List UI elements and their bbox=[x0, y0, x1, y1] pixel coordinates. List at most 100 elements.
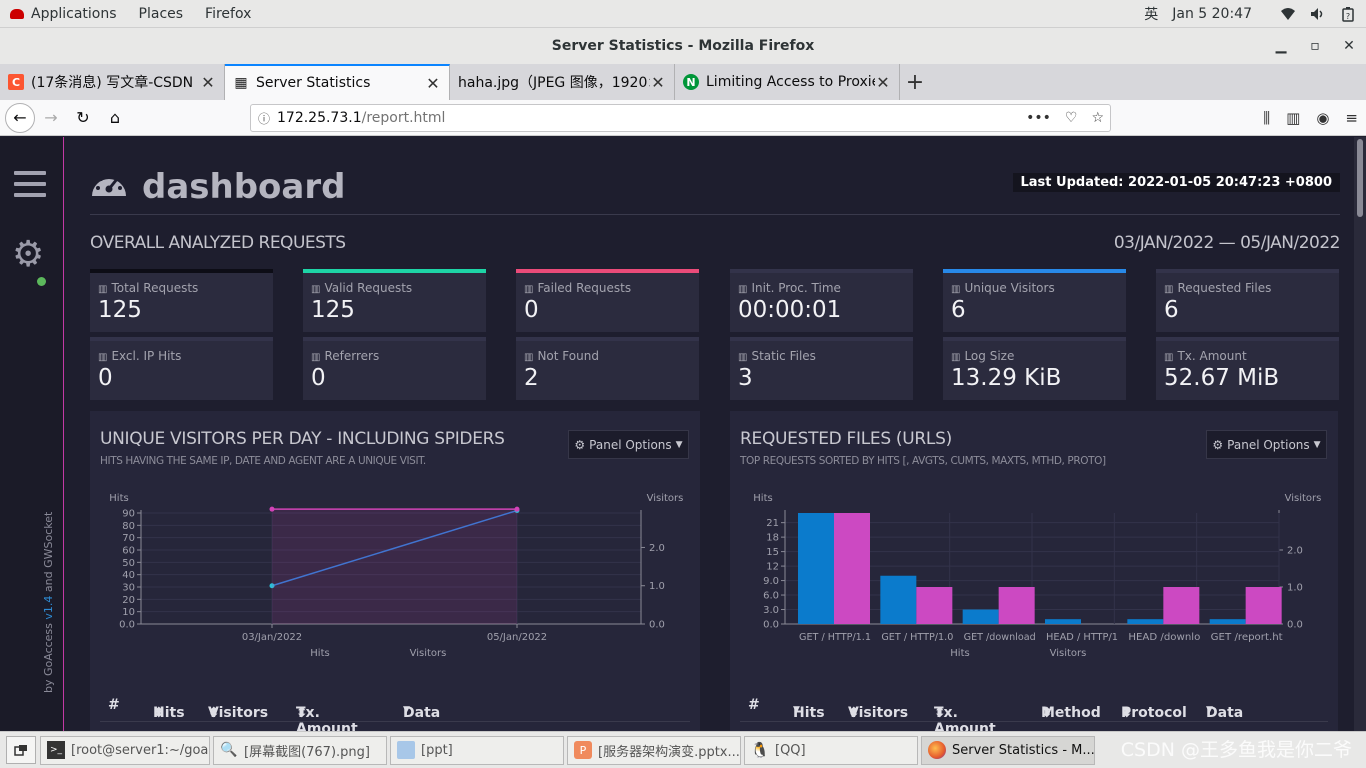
scrollbar-thumb[interactable] bbox=[1357, 139, 1363, 217]
taskbar-item-terminal[interactable]: >_ [root@server1:~/goa... bbox=[40, 735, 210, 765]
card-referrers: ▥ Referrers 0 bbox=[303, 337, 486, 400]
page-scrollbar[interactable] bbox=[1354, 137, 1366, 731]
bar-chart-icon: ▥ bbox=[738, 352, 748, 363]
url-bar[interactable]: ⓘ 172.25.73.1 /report.html ••• ♡ ☆ bbox=[250, 104, 1111, 132]
minimize-button[interactable]: ▁ bbox=[1275, 38, 1287, 54]
tab-nginx-docs[interactable]: N Limiting Access to Proxied ✕ bbox=[675, 64, 900, 100]
panel-options-button[interactable]: ⚙ Panel Options ▼ bbox=[1206, 430, 1327, 459]
bookmark-star-icon[interactable]: ☆ bbox=[1091, 110, 1104, 126]
col-index[interactable]: # bbox=[748, 697, 760, 713]
forward-button[interactable]: → bbox=[44, 108, 58, 127]
panel-options-label: Panel Options bbox=[589, 437, 672, 452]
places-menu[interactable]: Places bbox=[138, 5, 184, 22]
dashboard-heading: dashboard bbox=[90, 165, 345, 209]
tab-strip: C (17条消息) 写文章-CSDN ✕ ▦ Server Statistics… bbox=[0, 64, 1366, 100]
tab-label: haha.jpg（JPEG 图像，1920× bbox=[458, 75, 650, 91]
nginx-favicon-icon: N bbox=[683, 74, 699, 90]
taskbar-item-image-viewer[interactable]: 🔍 [屏幕截图(767).png] bbox=[213, 735, 387, 765]
sidebar-toggle-icon[interactable]: ▥ bbox=[1286, 109, 1301, 127]
card-label-text: Init. Proc. Time bbox=[751, 281, 841, 295]
requests-bar-chart: Hits Visitors 21 18 15 12 9.0 6.0 3.0 0.0 2.0 1.0 0.… bbox=[753, 493, 1321, 659]
back-button[interactable]: ← bbox=[5, 102, 35, 133]
taskbar-item-label: [服务器架构演变.pptx... bbox=[598, 744, 740, 760]
panel-title: UNIQUE VISITORS PER DAY - INCLUDING SPID… bbox=[100, 429, 505, 449]
library-icon[interactable]: ⫼ bbox=[1263, 109, 1271, 127]
close-window-button[interactable]: ✕ bbox=[1343, 38, 1355, 54]
new-tab-button[interactable]: + bbox=[905, 69, 925, 95]
requests-table-header: # Hits ▼ Visitors ⬍ Tx. Amount ⬍ Method … bbox=[730, 691, 1338, 731]
panel-options-button[interactable]: ⚙ Panel Options ▼ bbox=[568, 430, 689, 459]
taskbar-item-label: [root@server1:~/goa... bbox=[71, 742, 210, 758]
url-host: 172.25.73.1 bbox=[277, 110, 362, 126]
bar-hits bbox=[1045, 619, 1081, 624]
firefox-app-menu[interactable]: Firefox bbox=[205, 5, 252, 22]
settings-gear-icon[interactable]: ⚙ bbox=[12, 234, 45, 275]
col-data-label: Data bbox=[1206, 705, 1244, 721]
power-icon[interactable]: ? bbox=[1340, 6, 1356, 22]
input-method-indicator[interactable]: 英 bbox=[1144, 7, 1159, 23]
home-button[interactable]: ⌂ bbox=[109, 108, 121, 127]
taskbar-item-wps[interactable]: P [服务器架构演变.pptx... bbox=[567, 735, 741, 765]
bar-chart-icon: ▥ bbox=[98, 352, 108, 363]
tab-close-icon[interactable]: ✕ bbox=[876, 72, 890, 92]
tab-haha-jpg[interactable]: haha.jpg（JPEG 图像，1920× ✕ bbox=[450, 64, 675, 100]
maximize-button[interactable]: ▫ bbox=[1310, 38, 1320, 54]
card-label-text: Failed Requests bbox=[537, 281, 632, 295]
card-value: 6 bbox=[951, 297, 966, 323]
tab-label: Server Statistics bbox=[256, 75, 371, 91]
panel-subtitle: HITS HAVING THE SAME IP, DATE AND AGENT … bbox=[100, 455, 426, 467]
tick-label-right: 0.0 bbox=[649, 620, 665, 631]
tab-close-icon[interactable]: ✕ bbox=[201, 72, 215, 92]
caret-down-icon: ▼ bbox=[675, 439, 683, 450]
show-desktop-button[interactable] bbox=[6, 736, 36, 764]
card-total-requests: ▥ Total Requests 125 bbox=[90, 269, 273, 332]
taskbar-item-label: [屏幕截图(767).png] bbox=[244, 744, 370, 760]
bar-chart-icon: ▥ bbox=[738, 284, 748, 295]
tick-label-left: 80 bbox=[122, 521, 135, 532]
x-tick-label: 05/Jan/2022 bbox=[487, 632, 547, 643]
card-label: ▥ Log Size bbox=[951, 349, 1014, 363]
tab-csdn[interactable]: C (17条消息) 写文章-CSDN ✕ bbox=[0, 64, 225, 100]
volume-icon[interactable] bbox=[1310, 6, 1326, 22]
site-info-icon[interactable]: ⓘ bbox=[257, 111, 270, 126]
tab-server-statistics[interactable]: ▦ Server Statistics ✕ bbox=[225, 64, 450, 100]
clock[interactable]: Jan 5 20:47 bbox=[1172, 6, 1252, 22]
tick-label-left: 6.0 bbox=[763, 591, 779, 602]
nav-menu-icon[interactable] bbox=[14, 171, 46, 204]
taskbar-item-folder[interactable]: [ppt] bbox=[390, 735, 564, 765]
account-icon[interactable]: ◉ bbox=[1316, 109, 1330, 127]
tick-label-left: 20 bbox=[122, 595, 135, 606]
tab-close-icon[interactable]: ✕ bbox=[651, 72, 665, 92]
col-visitors-label: Visitors bbox=[208, 705, 269, 721]
col-index[interactable]: # bbox=[108, 697, 120, 713]
bar-visitors bbox=[916, 587, 953, 624]
card-label-text: Excl. IP Hits bbox=[111, 349, 182, 363]
pocket-icon[interactable]: ♡ bbox=[1064, 110, 1078, 126]
taskbar-item-qq[interactable]: 🐧 [QQ] bbox=[744, 735, 918, 765]
tab-close-icon[interactable]: ✕ bbox=[426, 73, 440, 93]
credit-version[interactable]: v1.4 bbox=[42, 595, 55, 620]
card-label: ▥ Failed Requests bbox=[524, 281, 631, 295]
taskbar-item-label: Server Statistics - M... bbox=[952, 742, 1095, 758]
page-actions-icon[interactable]: ••• bbox=[1026, 110, 1051, 126]
firefox-icon bbox=[928, 741, 946, 759]
card-value: 0 bbox=[524, 297, 539, 323]
applications-menu[interactable]: Applications bbox=[0, 6, 128, 22]
bar-hits bbox=[962, 609, 999, 624]
card-value: 0 bbox=[311, 365, 326, 391]
tick-label-left: 21 bbox=[766, 518, 779, 529]
wifi-icon[interactable] bbox=[1280, 6, 1296, 22]
hamburger-menu-icon[interactable]: ≡ bbox=[1345, 109, 1358, 127]
reload-button[interactable]: ↻ bbox=[76, 108, 90, 127]
x-tick-label: GET / HTTP/1.1 bbox=[799, 632, 871, 643]
col-hits-label: Hits bbox=[793, 705, 825, 721]
last-updated: Last Updated: 2022-01-05 20:47:23 +0800 bbox=[1012, 173, 1340, 192]
y-axis-label-left: Hits bbox=[109, 493, 128, 504]
bar-hits bbox=[798, 513, 834, 624]
x-tick-label: 03/Jan/2022 bbox=[242, 632, 302, 643]
taskbar-item-firefox[interactable]: Server Statistics - M... bbox=[921, 735, 1095, 765]
card-value: 125 bbox=[98, 297, 142, 323]
card-label-text: Unique Visitors bbox=[964, 281, 1055, 295]
url-path: /report.html bbox=[361, 110, 446, 126]
divider bbox=[90, 214, 1340, 215]
